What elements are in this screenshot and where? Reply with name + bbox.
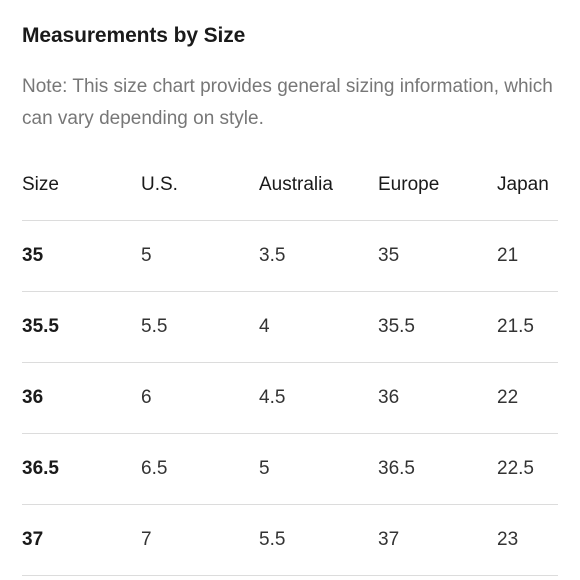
australia-cell: 4.5 bbox=[259, 362, 378, 434]
size-note: Note: This size chart provides general s… bbox=[22, 76, 553, 129]
australia-cell: 3.5 bbox=[259, 220, 378, 292]
column-header-size: Size bbox=[22, 150, 141, 221]
page-title: Measurements by Size bbox=[22, 24, 246, 47]
table-row: 35.5 5.5 4 35.5 21.5 bbox=[22, 291, 558, 363]
us-cell: 5 bbox=[141, 220, 259, 292]
size-cell: 35.5 bbox=[22, 291, 141, 363]
column-header-us: U.S. bbox=[141, 150, 259, 221]
europe-cell: 37 bbox=[378, 504, 497, 576]
size-cell: 36.5 bbox=[22, 433, 141, 505]
table-row: 35 5 3.5 35 21 bbox=[22, 220, 558, 292]
europe-cell: 36 bbox=[378, 362, 497, 434]
japan-cell: 21.5 bbox=[497, 291, 558, 363]
column-header-japan: Japan bbox=[497, 150, 558, 221]
size-cell: 35 bbox=[22, 220, 141, 292]
japan-cell: 23 bbox=[497, 504, 558, 576]
australia-cell: 5 bbox=[259, 433, 378, 505]
japan-cell: 22 bbox=[497, 362, 558, 434]
europe-cell: 36.5 bbox=[378, 433, 497, 505]
japan-cell: 21 bbox=[497, 220, 558, 292]
table-header-row: Size U.S. Australia Europe Japan bbox=[22, 150, 558, 221]
australia-cell: 5.5 bbox=[259, 504, 378, 576]
europe-cell: 35.5 bbox=[378, 291, 497, 363]
europe-cell: 35 bbox=[378, 220, 497, 292]
us-cell: 6 bbox=[141, 362, 259, 434]
size-cell: 37 bbox=[22, 504, 141, 576]
us-cell: 6.5 bbox=[141, 433, 259, 505]
table-row: 36.5 6.5 5 36.5 22.5 bbox=[22, 433, 558, 505]
table-row: 37 7 5.5 37 23 bbox=[22, 504, 558, 576]
column-header-europe: Europe bbox=[378, 150, 497, 221]
us-cell: 7 bbox=[141, 504, 259, 576]
column-header-australia: Australia bbox=[259, 150, 378, 221]
us-cell: 5.5 bbox=[141, 291, 259, 363]
size-cell: 36 bbox=[22, 362, 141, 434]
size-table: Size U.S. Australia Europe Japan 35 5 3.… bbox=[22, 150, 558, 576]
australia-cell: 4 bbox=[259, 291, 378, 363]
table-row: 36 6 4.5 36 22 bbox=[22, 362, 558, 434]
japan-cell: 22.5 bbox=[497, 433, 558, 505]
